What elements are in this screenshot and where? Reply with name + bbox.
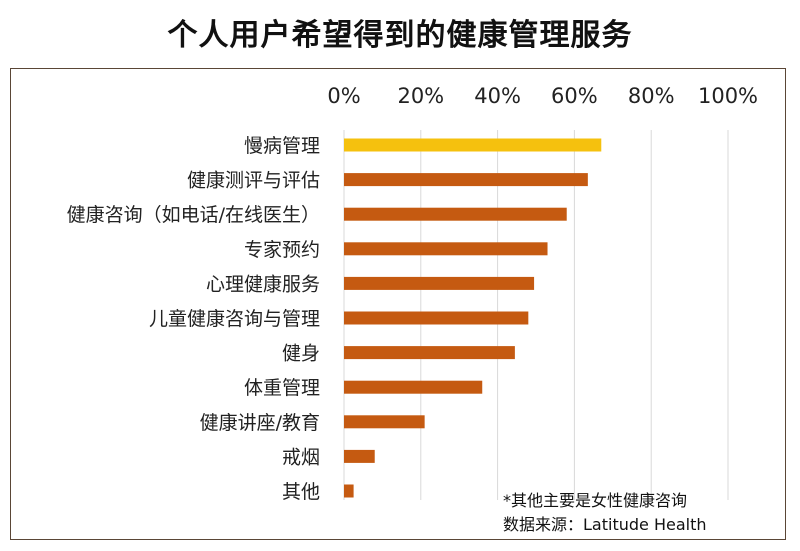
bar [344, 484, 354, 498]
category-label: 儿童健康咨询与管理 [149, 308, 320, 330]
bar [344, 242, 548, 256]
footnote: *其他主要是女性健康咨询 数据来源：Latitude Health [503, 489, 706, 537]
x-tick-label: 20% [397, 84, 444, 108]
category-label: 戒烟 [282, 446, 320, 468]
x-tick-label: 80% [628, 84, 675, 108]
bar [344, 415, 425, 429]
x-tick-label: 60% [551, 84, 598, 108]
category-label: 健康测评与评估 [187, 170, 320, 192]
bar [344, 276, 535, 290]
category-label: 专家预约 [244, 239, 320, 261]
footnote-source: 数据来源：Latitude Health [503, 515, 707, 534]
x-tick-label: 0% [327, 84, 360, 108]
chart-title: 个人用户希望得到的健康管理服务 [167, 18, 633, 53]
category-label: 体重管理 [244, 377, 320, 399]
bar [344, 346, 515, 360]
category-label: 心理健康服务 [206, 273, 320, 295]
category-label: 健身 [282, 343, 320, 365]
bar [344, 449, 375, 463]
x-tick-label: 40% [474, 84, 521, 108]
category-label: 慢病管理 [244, 135, 320, 157]
bar [344, 207, 567, 221]
x-tick-label: 100% [698, 84, 758, 108]
bar [344, 138, 602, 152]
bar [344, 311, 529, 325]
category-label: 健康咨询（如电话/在线医生） [67, 204, 320, 226]
category-label: 其他 [282, 481, 320, 503]
chart-frame [10, 68, 786, 540]
footnote-other: *其他主要是女性健康咨询 [503, 491, 688, 510]
bar [344, 380, 483, 394]
category-label: 健康讲座/教育 [200, 412, 320, 434]
bar [344, 173, 588, 187]
